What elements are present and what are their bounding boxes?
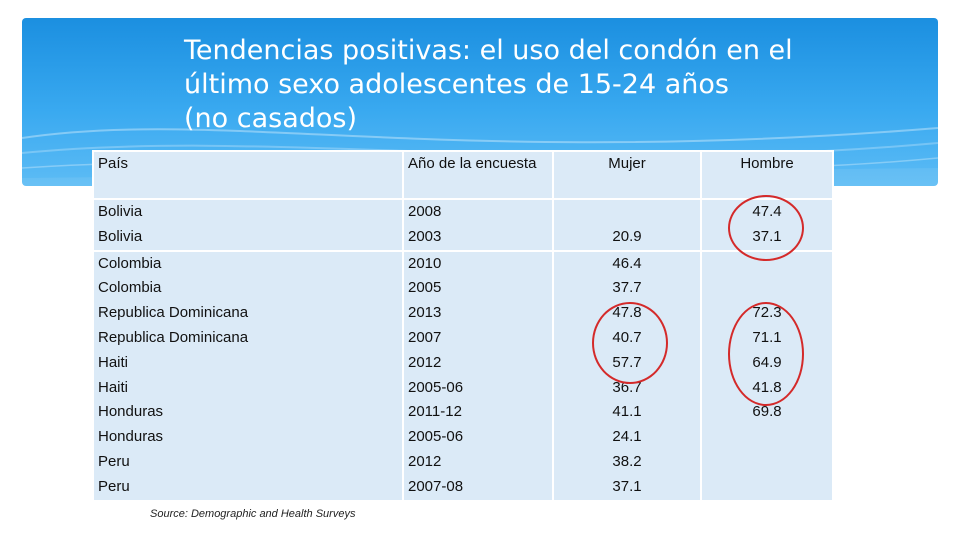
slide-title: Tendencias positivas: el uso del condón …	[184, 34, 844, 136]
bolivia-women: 20.9	[552, 198, 702, 252]
header-women: Mujer	[552, 150, 702, 200]
data-table: País Año de la encuesta Mujer Hombre Bol…	[92, 150, 834, 502]
title-line-1: Tendencias positivas: el uso del condón …	[184, 35, 793, 66]
title-line-2: último sexo adolescentes de 15-24 años	[184, 69, 729, 100]
title-line-3: (no casados)	[184, 103, 358, 134]
table-row: Colombia Colombia Republica Dominicana R…	[92, 249, 834, 502]
source-note: Source: Demographic and Health Surveys	[150, 508, 356, 520]
countries-column: Colombia Colombia Republica Dominicana R…	[92, 249, 404, 502]
header-year: Año de la encuesta	[402, 150, 554, 200]
table-row: Bolivia Bolivia 2008 2003 20.9 47.4 37.1	[92, 198, 834, 252]
years-column: 2010 2005 2013 2007 2012 2005-06 2011-12…	[402, 249, 554, 502]
header-country: País	[92, 150, 404, 200]
bolivia-years: 2008 2003	[402, 198, 554, 252]
bolivia-countries: Bolivia Bolivia	[92, 198, 404, 252]
bolivia-men: 47.4 37.1	[700, 198, 834, 252]
header-men: Hombre	[700, 150, 834, 200]
men-column: 72.3 71.1 64.9 41.8 69.8	[700, 249, 834, 502]
women-column: 46.4 37.7 47.8 40.7 57.7 36.7 41.1 24.1 …	[552, 249, 702, 502]
table-header-row: País Año de la encuesta Mujer Hombre	[92, 150, 834, 200]
